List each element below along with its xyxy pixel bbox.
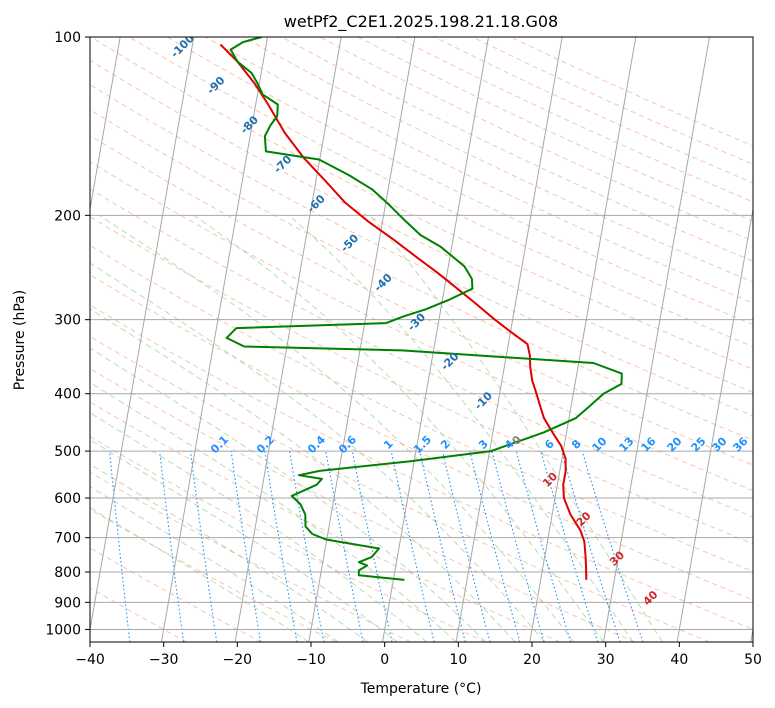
dry-adiabat-line bbox=[90, 161, 753, 492]
mixing-ratio-line bbox=[581, 450, 644, 642]
dry-adiabat-line bbox=[90, 401, 561, 642]
dry-adiabat-line bbox=[90, 216, 753, 545]
dry-adiabat-line bbox=[166, 37, 753, 326]
dry-adiabat-line bbox=[90, 304, 753, 630]
x-axis-label: Temperature (°C) bbox=[360, 681, 482, 697]
moist-adiabat-line bbox=[369, 214, 663, 642]
y-tick-label: 400 bbox=[54, 387, 81, 403]
moist-adiabat-line bbox=[90, 506, 310, 642]
isotherm-line bbox=[602, 37, 710, 642]
moist-adiabat-line bbox=[90, 381, 457, 642]
isotherm-line bbox=[234, 37, 342, 642]
isotherm-line bbox=[676, 206, 753, 642]
x-tick-label: 30 bbox=[597, 652, 615, 668]
plot-frame bbox=[89, 36, 754, 643]
x-tick-label: −30 bbox=[149, 652, 179, 668]
mixing-ratio-line bbox=[159, 451, 185, 642]
isotherm-line bbox=[381, 37, 489, 642]
moist-adiabat-line bbox=[288, 214, 634, 642]
isobar-grid bbox=[90, 37, 753, 630]
dry-adiabat-line bbox=[90, 84, 753, 417]
dry-adiabat-line bbox=[90, 435, 486, 642]
moist-adiabat-line bbox=[90, 439, 398, 642]
mixing-ratio-line bbox=[419, 450, 466, 642]
y-tick-label: 900 bbox=[54, 595, 81, 611]
y-tick-label: 200 bbox=[54, 208, 81, 224]
y-tick-label: 1000 bbox=[45, 622, 81, 638]
x-tick-label: −40 bbox=[75, 652, 105, 668]
moist-adiabats bbox=[90, 214, 663, 642]
moist-adiabat-line bbox=[90, 486, 339, 642]
mixing-ratio-line bbox=[469, 450, 521, 642]
moist-adiabat-line bbox=[90, 308, 516, 642]
moist-adiabat-line bbox=[90, 463, 368, 642]
y-axis-ticks: 100 200 300 400 500 600 700 800 900 1000 bbox=[45, 30, 90, 638]
x-tick-label: 50 bbox=[744, 652, 762, 668]
moist-adiabat-line bbox=[90, 262, 545, 642]
isotherm-line bbox=[529, 37, 637, 642]
mixing-ratio-line bbox=[560, 450, 621, 642]
isotherm-grid bbox=[90, 37, 753, 642]
profile-line bbox=[225, 37, 623, 581]
isotherm-line bbox=[308, 37, 416, 642]
dry-adiabat-line bbox=[90, 508, 337, 642]
x-tick-label: 10 bbox=[449, 652, 467, 668]
dry-adiabat-line bbox=[243, 37, 753, 283]
dry-adiabat-line bbox=[90, 109, 753, 441]
isotherm-line bbox=[90, 37, 121, 213]
x-tick-label: −20 bbox=[223, 652, 253, 668]
profile-line bbox=[219, 43, 588, 580]
moist-adiabat-line bbox=[193, 214, 604, 642]
x-tick-label: 40 bbox=[670, 652, 688, 668]
mixing-ratio-line bbox=[325, 451, 364, 642]
mixing-ratio-line bbox=[540, 450, 599, 642]
dry-adiabat-line bbox=[90, 244, 753, 573]
y-tick-label: 600 bbox=[54, 491, 81, 507]
dry-adiabat-line bbox=[90, 37, 753, 370]
mixing-ratio-line bbox=[230, 451, 262, 642]
dry-adiabat-line bbox=[90, 274, 753, 601]
y-tick-label: 300 bbox=[54, 313, 81, 329]
x-tick-label: 0 bbox=[380, 652, 389, 668]
y-axis-label: Pressure (hPa) bbox=[12, 290, 28, 390]
x-axis-ticks: −40 −30 −20 −10 0 10 20 30 40 50 bbox=[75, 642, 762, 668]
y-tick-label: 800 bbox=[54, 565, 81, 581]
mixing-ratio-line bbox=[189, 451, 218, 642]
x-tick-label: 20 bbox=[523, 652, 541, 668]
y-tick-label: 100 bbox=[54, 30, 81, 46]
isotherm-line bbox=[90, 37, 195, 633]
mixing-ratio-line bbox=[515, 450, 572, 642]
x-tick-label: −10 bbox=[296, 652, 326, 668]
chart-title: wetPf2_C2E1.2025.198.21.18.G08 bbox=[284, 12, 558, 32]
isotherm-line bbox=[160, 37, 268, 642]
isotherm-line bbox=[455, 37, 563, 642]
mixing-ratio-line bbox=[390, 450, 435, 642]
moist-adiabat-line bbox=[98, 214, 575, 642]
mixing-ratio-line bbox=[491, 450, 545, 642]
dry-adiabats bbox=[90, 37, 753, 642]
y-tick-label: 500 bbox=[54, 444, 81, 460]
y-tick-label: 700 bbox=[54, 531, 81, 547]
profile-series bbox=[219, 37, 623, 581]
